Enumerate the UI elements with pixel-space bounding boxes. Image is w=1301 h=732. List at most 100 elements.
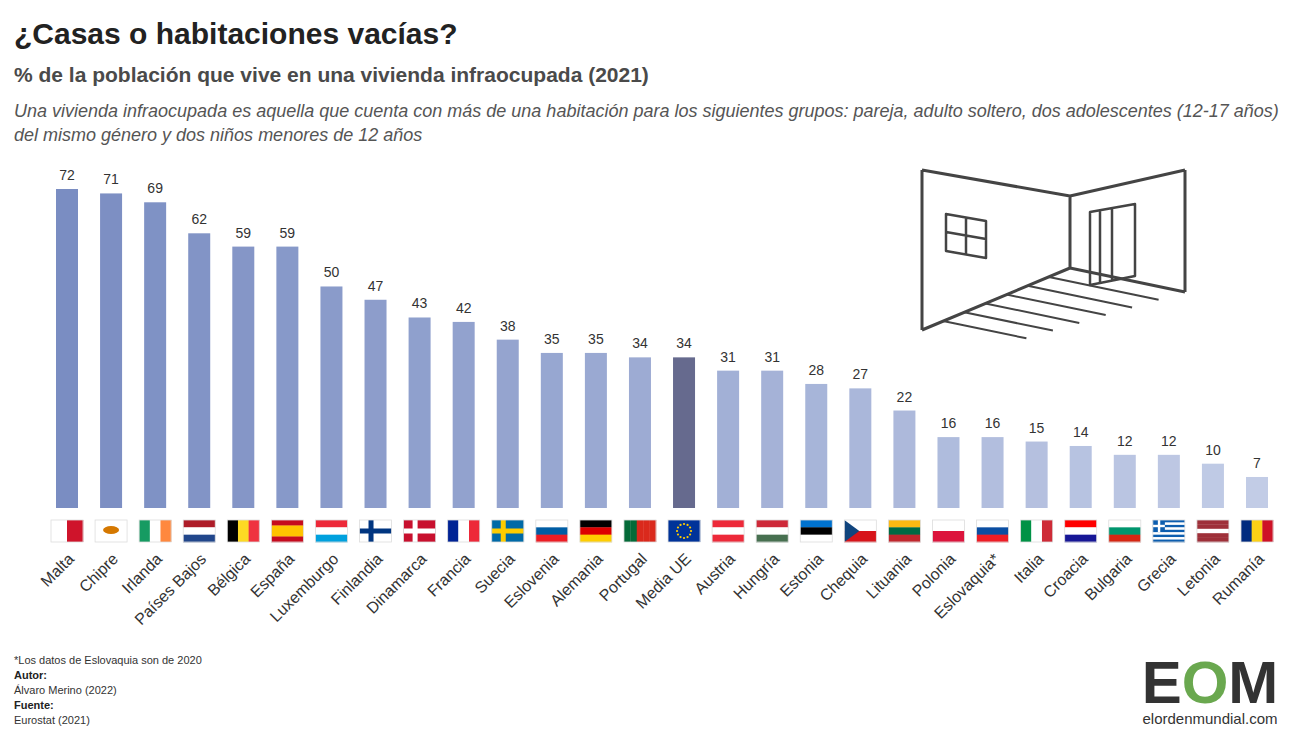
data-label: 16 (941, 415, 957, 431)
category-label: Italia (1011, 550, 1047, 586)
description: Una vivienda infraocupada es aquella que… (14, 101, 1279, 145)
credit-text: Álvaro Merino (2022) (14, 684, 117, 696)
flag-icon (1065, 520, 1097, 542)
data-label: 34 (676, 335, 692, 351)
flag-icon (844, 520, 876, 542)
credit-label: Fuente: (14, 699, 54, 711)
logo: EOM (1142, 649, 1279, 716)
bar (188, 233, 210, 508)
bar (849, 388, 871, 508)
bar (1070, 446, 1092, 508)
bar (541, 353, 563, 508)
data-label: 47 (368, 278, 384, 294)
category-label: Hungría (730, 550, 782, 602)
bar (276, 247, 298, 508)
data-label: 35 (544, 331, 560, 347)
flag-icon (315, 520, 347, 542)
credit-label: Autor: (14, 669, 47, 681)
flag-icon (1109, 520, 1141, 542)
bar (232, 247, 254, 508)
data-label: 14 (1073, 424, 1089, 440)
bar (893, 411, 915, 508)
data-label: 31 (720, 349, 736, 365)
bar (100, 193, 122, 508)
data-label: 59 (236, 225, 252, 241)
bar (937, 437, 959, 508)
bar (1158, 455, 1180, 508)
data-label: 34 (632, 335, 648, 351)
category-label: Lituania (863, 550, 915, 602)
flag-icon (448, 520, 480, 542)
flag-icon (1153, 520, 1185, 542)
footnote: *Los datos de Eslovaquia son de 2020 (14, 654, 202, 666)
credit-text: Eurostat (2021) (14, 714, 90, 726)
data-label: 62 (191, 211, 207, 227)
bar (673, 357, 695, 508)
category-label: Luxemburgo (267, 550, 342, 625)
data-label: 31 (764, 349, 780, 365)
data-label: 50 (324, 264, 340, 280)
data-labels: 7271696259595047434238353534343131282722… (59, 167, 1261, 471)
room-illustration (922, 170, 1185, 338)
category-label: Malta (37, 550, 77, 590)
data-label: 35 (588, 331, 604, 347)
logo-url: elordenmundial.com (1142, 710, 1277, 727)
data-label: 22 (897, 389, 913, 405)
flag-icon (404, 520, 436, 542)
bar (409, 317, 431, 508)
bar (56, 189, 78, 508)
flags (51, 520, 1273, 542)
flag-icon (360, 520, 392, 542)
data-label: 27 (853, 366, 869, 382)
data-label: 16 (985, 415, 1001, 431)
bar (805, 384, 827, 508)
bar (144, 202, 166, 508)
bar (1246, 477, 1268, 508)
category-label: Dinamarca (363, 550, 430, 617)
flag-icon (227, 520, 259, 542)
data-label: 28 (808, 362, 824, 378)
bar (320, 286, 342, 508)
flag-icon (888, 520, 920, 542)
bars (56, 189, 1268, 508)
flag-icon (668, 520, 700, 542)
background (0, 0, 1301, 732)
flag-icon (800, 520, 832, 542)
flag-icon (139, 520, 171, 542)
category-label: Alemania (547, 550, 606, 609)
data-label: 43 (412, 295, 428, 311)
category-label: Rumanía (1209, 550, 1267, 608)
data-label: 72 (59, 167, 75, 183)
category-label: Media UE (632, 550, 694, 612)
flag-icon (624, 520, 656, 542)
subtitle: % de la población que vive en una vivien… (14, 63, 649, 86)
category-label: Chipre (76, 550, 121, 595)
bar (453, 322, 475, 508)
flag-icon (95, 520, 127, 542)
data-label: 42 (456, 300, 472, 316)
category-label: Bulgaria (1081, 550, 1135, 604)
bar (1114, 455, 1136, 508)
flag-icon (977, 520, 1009, 542)
category-label: Francia (424, 550, 474, 600)
data-label: 71 (103, 171, 119, 187)
flag-icon (756, 520, 788, 542)
data-label: 7 (1253, 455, 1261, 471)
bar (365, 300, 387, 508)
data-label: 10 (1205, 442, 1221, 458)
data-label: 59 (280, 225, 296, 241)
bar (761, 371, 783, 508)
flag-icon (1021, 520, 1053, 542)
bar (717, 371, 739, 508)
category-label: Bélgica (204, 550, 253, 599)
chart: ¿Casas o habitaciones vacías? % de la pob… (0, 0, 1301, 732)
flag-icon (271, 520, 303, 542)
bar (1026, 442, 1048, 508)
bar (585, 353, 607, 508)
category-label: Chequia (816, 550, 870, 604)
data-label: 12 (1161, 433, 1177, 449)
bar (497, 340, 519, 508)
flag-icon (932, 520, 964, 542)
category-label: Grecia (1134, 550, 1179, 595)
title: ¿Casas o habitaciones vacías? (14, 17, 458, 50)
